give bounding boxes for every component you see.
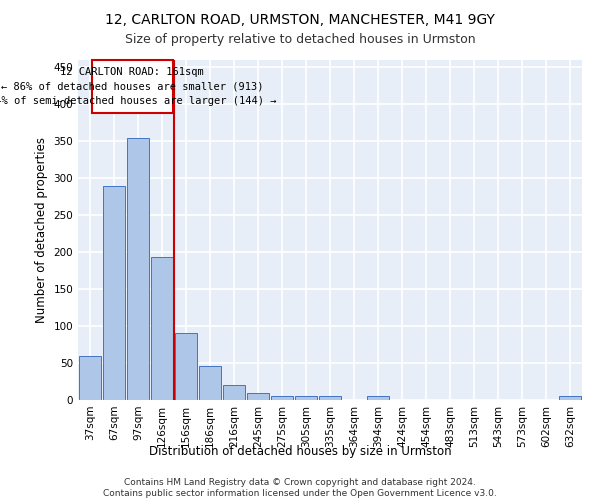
Bar xyxy=(271,396,293,400)
Bar xyxy=(367,396,389,400)
Bar xyxy=(223,385,245,400)
Text: Distribution of detached houses by size in Urmston: Distribution of detached houses by size … xyxy=(149,444,451,458)
Y-axis label: Number of detached properties: Number of detached properties xyxy=(35,137,48,323)
Text: 12, CARLTON ROAD, URMSTON, MANCHESTER, M41 9GY: 12, CARLTON ROAD, URMSTON, MANCHESTER, M… xyxy=(105,12,495,26)
Text: Size of property relative to detached houses in Urmston: Size of property relative to detached ho… xyxy=(125,32,475,46)
Bar xyxy=(79,356,101,400)
Bar xyxy=(247,394,269,400)
Bar xyxy=(199,366,221,400)
Bar xyxy=(127,138,149,400)
Text: 12 CARLTON ROAD: 161sqm
← 86% of detached houses are smaller (913)
14% of semi-d: 12 CARLTON ROAD: 161sqm ← 86% of detache… xyxy=(0,67,276,106)
Bar xyxy=(319,396,341,400)
FancyBboxPatch shape xyxy=(92,60,173,113)
Bar xyxy=(103,186,125,400)
Bar xyxy=(151,258,173,400)
Text: Contains HM Land Registry data © Crown copyright and database right 2024.
Contai: Contains HM Land Registry data © Crown c… xyxy=(103,478,497,498)
Bar xyxy=(295,396,317,400)
Bar xyxy=(175,334,197,400)
Bar xyxy=(559,396,581,400)
